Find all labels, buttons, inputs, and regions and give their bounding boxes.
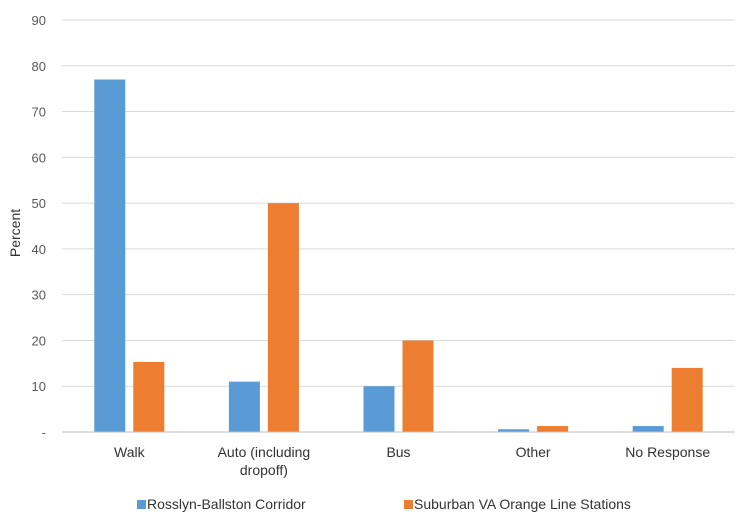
y-tick-label: 90 bbox=[32, 13, 46, 28]
x-category-label: Other bbox=[516, 444, 551, 460]
bars bbox=[94, 79, 703, 432]
bar-suburban-va-3 bbox=[537, 426, 569, 432]
x-category-label: No Response bbox=[625, 444, 710, 460]
y-axis-title: Percent bbox=[7, 209, 23, 257]
y-tick-label: 10 bbox=[32, 379, 46, 394]
y-tick-label: 20 bbox=[32, 333, 46, 348]
legend-swatch-1 bbox=[404, 500, 413, 509]
y-tick-label: 70 bbox=[32, 105, 46, 120]
legend-label-0: Rosslyn-Ballston Corridor bbox=[147, 496, 306, 512]
y-tick-label: 80 bbox=[32, 59, 46, 74]
bar-rosslyn-ballston-0 bbox=[94, 79, 126, 432]
bar-rosslyn-ballston-2 bbox=[363, 386, 395, 432]
x-category-label: Auto (including bbox=[218, 444, 311, 460]
bar-rosslyn-ballston-1 bbox=[228, 381, 260, 432]
y-tick-label: 60 bbox=[32, 150, 46, 165]
bar-suburban-va-4 bbox=[671, 367, 703, 432]
x-axis-category-labels: Walk Auto (including dropoff) Bus Other No Re… bbox=[114, 444, 710, 478]
x-category-label: dropoff) bbox=[240, 462, 288, 478]
bar-suburban-va-0 bbox=[133, 361, 165, 432]
x-category-label: Bus bbox=[386, 444, 410, 460]
bar-rosslyn-ballston-4 bbox=[632, 426, 664, 432]
gridlines bbox=[62, 19, 735, 387]
legend: Rosslyn-Ballston Corridor Suburban VA Ora… bbox=[137, 496, 631, 512]
y-tick-label: 50 bbox=[32, 196, 46, 211]
bar-suburban-va-1 bbox=[267, 203, 299, 432]
bar-rosslyn-ballston-3 bbox=[498, 429, 530, 432]
bar-suburban-va-2 bbox=[402, 340, 434, 432]
y-tick-label: - bbox=[42, 425, 46, 440]
legend-swatch-0 bbox=[137, 500, 146, 509]
y-tick-label: 40 bbox=[32, 242, 46, 257]
x-category-label: Walk bbox=[114, 444, 146, 460]
legend-label-1: Suburban VA Orange Line Stations bbox=[414, 496, 631, 512]
y-tick-label: 30 bbox=[32, 288, 46, 303]
y-axis-tick-labels: - 10 20 30 40 50 60 70 80 90 bbox=[32, 13, 46, 440]
